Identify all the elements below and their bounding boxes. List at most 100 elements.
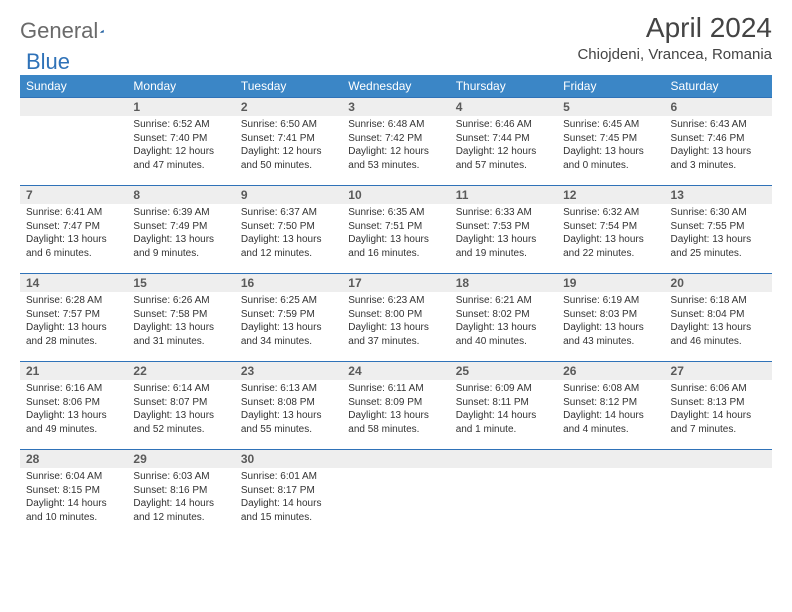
calendar-row: 1Sunrise: 6:52 AMSunset: 7:40 PMDaylight… — [20, 97, 772, 185]
daylight-line: Daylight: 14 hours and 1 minute. — [456, 409, 551, 436]
day-number: 9 — [235, 185, 342, 204]
daylight-line: Daylight: 13 hours and 22 minutes. — [563, 233, 658, 260]
location-subtitle: Chiojdeni, Vrancea, Romania — [577, 46, 772, 63]
sunset-line: Sunset: 7:51 PM — [348, 220, 443, 234]
daylight-line: Daylight: 13 hours and 3 minutes. — [671, 145, 766, 172]
day-details — [665, 468, 772, 474]
sunset-line: Sunset: 7:45 PM — [563, 132, 658, 146]
calendar-table: SundayMondayTuesdayWednesdayThursdayFrid… — [20, 75, 772, 537]
day-details — [342, 468, 449, 474]
sunrise-line: Sunrise: 6:41 AM — [26, 206, 121, 220]
day-number — [342, 449, 449, 468]
sunset-line: Sunset: 8:03 PM — [563, 308, 658, 322]
sunrise-line: Sunrise: 6:23 AM — [348, 294, 443, 308]
day-number: 21 — [20, 361, 127, 380]
calendar-cell: 5Sunrise: 6:45 AMSunset: 7:45 PMDaylight… — [557, 97, 664, 185]
sunset-line: Sunset: 8:04 PM — [671, 308, 766, 322]
calendar-cell — [20, 97, 127, 185]
day-details: Sunrise: 6:50 AMSunset: 7:41 PMDaylight:… — [235, 116, 342, 176]
day-number: 15 — [127, 273, 234, 292]
day-details: Sunrise: 6:18 AMSunset: 8:04 PMDaylight:… — [665, 292, 772, 352]
daylight-line: Daylight: 13 hours and 16 minutes. — [348, 233, 443, 260]
sunset-line: Sunset: 7:57 PM — [26, 308, 121, 322]
daylight-line: Daylight: 13 hours and 55 minutes. — [241, 409, 336, 436]
day-number: 7 — [20, 185, 127, 204]
daylight-line: Daylight: 13 hours and 34 minutes. — [241, 321, 336, 348]
day-details — [20, 116, 127, 122]
sunset-line: Sunset: 8:02 PM — [456, 308, 551, 322]
day-number: 2 — [235, 97, 342, 116]
day-details: Sunrise: 6:37 AMSunset: 7:50 PMDaylight:… — [235, 204, 342, 264]
day-details: Sunrise: 6:19 AMSunset: 8:03 PMDaylight:… — [557, 292, 664, 352]
day-number: 24 — [342, 361, 449, 380]
sunset-line: Sunset: 8:16 PM — [133, 484, 228, 498]
day-number: 3 — [342, 97, 449, 116]
daylight-line: Daylight: 14 hours and 15 minutes. — [241, 497, 336, 524]
calendar-cell: 19Sunrise: 6:19 AMSunset: 8:03 PMDayligh… — [557, 273, 664, 361]
day-number — [450, 449, 557, 468]
sunset-line: Sunset: 8:09 PM — [348, 396, 443, 410]
day-number: 20 — [665, 273, 772, 292]
sunrise-line: Sunrise: 6:01 AM — [241, 470, 336, 484]
calendar-cell: 7Sunrise: 6:41 AMSunset: 7:47 PMDaylight… — [20, 185, 127, 273]
sunset-line: Sunset: 8:06 PM — [26, 396, 121, 410]
daylight-line: Daylight: 13 hours and 58 minutes. — [348, 409, 443, 436]
sunset-line: Sunset: 7:42 PM — [348, 132, 443, 146]
weekday-header: Sunday — [20, 75, 127, 97]
sunrise-line: Sunrise: 6:43 AM — [671, 118, 766, 132]
calendar-cell: 17Sunrise: 6:23 AMSunset: 8:00 PMDayligh… — [342, 273, 449, 361]
calendar-row: 28Sunrise: 6:04 AMSunset: 8:15 PMDayligh… — [20, 449, 772, 537]
day-details: Sunrise: 6:13 AMSunset: 8:08 PMDaylight:… — [235, 380, 342, 440]
sunset-line: Sunset: 8:12 PM — [563, 396, 658, 410]
day-number: 28 — [20, 449, 127, 468]
sunset-line: Sunset: 7:49 PM — [133, 220, 228, 234]
calendar-cell: 16Sunrise: 6:25 AMSunset: 7:59 PMDayligh… — [235, 273, 342, 361]
weekday-header: Wednesday — [342, 75, 449, 97]
daylight-line: Daylight: 12 hours and 50 minutes. — [241, 145, 336, 172]
day-number: 29 — [127, 449, 234, 468]
calendar-cell: 15Sunrise: 6:26 AMSunset: 7:58 PMDayligh… — [127, 273, 234, 361]
day-details: Sunrise: 6:45 AMSunset: 7:45 PMDaylight:… — [557, 116, 664, 176]
calendar-cell: 21Sunrise: 6:16 AMSunset: 8:06 PMDayligh… — [20, 361, 127, 449]
daylight-line: Daylight: 13 hours and 37 minutes. — [348, 321, 443, 348]
sunset-line: Sunset: 7:58 PM — [133, 308, 228, 322]
daylight-line: Daylight: 13 hours and 49 minutes. — [26, 409, 121, 436]
day-details: Sunrise: 6:08 AMSunset: 8:12 PMDaylight:… — [557, 380, 664, 440]
day-details: Sunrise: 6:06 AMSunset: 8:13 PMDaylight:… — [665, 380, 772, 440]
weekday-header: Monday — [127, 75, 234, 97]
calendar-head: SundayMondayTuesdayWednesdayThursdayFrid… — [20, 75, 772, 97]
sunset-line: Sunset: 8:11 PM — [456, 396, 551, 410]
sunrise-line: Sunrise: 6:28 AM — [26, 294, 121, 308]
sunrise-line: Sunrise: 6:19 AM — [563, 294, 658, 308]
day-number: 5 — [557, 97, 664, 116]
daylight-line: Daylight: 13 hours and 40 minutes. — [456, 321, 551, 348]
calendar-cell: 8Sunrise: 6:39 AMSunset: 7:49 PMDaylight… — [127, 185, 234, 273]
day-number: 1 — [127, 97, 234, 116]
brand-triangle-icon — [100, 22, 104, 40]
calendar-cell: 25Sunrise: 6:09 AMSunset: 8:11 PMDayligh… — [450, 361, 557, 449]
calendar-cell: 12Sunrise: 6:32 AMSunset: 7:54 PMDayligh… — [557, 185, 664, 273]
sunrise-line: Sunrise: 6:48 AM — [348, 118, 443, 132]
day-number: 4 — [450, 97, 557, 116]
day-details: Sunrise: 6:14 AMSunset: 8:07 PMDaylight:… — [127, 380, 234, 440]
sunrise-line: Sunrise: 6:08 AM — [563, 382, 658, 396]
calendar-cell: 2Sunrise: 6:50 AMSunset: 7:41 PMDaylight… — [235, 97, 342, 185]
daylight-line: Daylight: 13 hours and 52 minutes. — [133, 409, 228, 436]
calendar-row: 7Sunrise: 6:41 AMSunset: 7:47 PMDaylight… — [20, 185, 772, 273]
header-right: April 2024 Chiojdeni, Vrancea, Romania — [577, 12, 772, 63]
sunrise-line: Sunrise: 6:21 AM — [456, 294, 551, 308]
day-details: Sunrise: 6:01 AMSunset: 8:17 PMDaylight:… — [235, 468, 342, 528]
sunrise-line: Sunrise: 6:18 AM — [671, 294, 766, 308]
calendar-cell: 28Sunrise: 6:04 AMSunset: 8:15 PMDayligh… — [20, 449, 127, 537]
day-details: Sunrise: 6:16 AMSunset: 8:06 PMDaylight:… — [20, 380, 127, 440]
sunrise-line: Sunrise: 6:39 AM — [133, 206, 228, 220]
daylight-line: Daylight: 13 hours and 28 minutes. — [26, 321, 121, 348]
day-details: Sunrise: 6:26 AMSunset: 7:58 PMDaylight:… — [127, 292, 234, 352]
day-details: Sunrise: 6:35 AMSunset: 7:51 PMDaylight:… — [342, 204, 449, 264]
calendar-cell: 11Sunrise: 6:33 AMSunset: 7:53 PMDayligh… — [450, 185, 557, 273]
day-number: 27 — [665, 361, 772, 380]
calendar-cell — [450, 449, 557, 537]
calendar-cell: 30Sunrise: 6:01 AMSunset: 8:17 PMDayligh… — [235, 449, 342, 537]
calendar-cell: 6Sunrise: 6:43 AMSunset: 7:46 PMDaylight… — [665, 97, 772, 185]
calendar-cell: 18Sunrise: 6:21 AMSunset: 8:02 PMDayligh… — [450, 273, 557, 361]
